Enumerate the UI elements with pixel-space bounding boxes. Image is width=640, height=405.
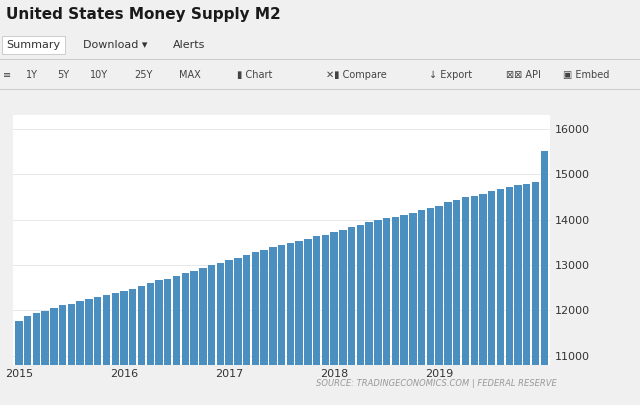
Bar <box>156 280 163 405</box>
Bar <box>182 273 189 405</box>
Bar <box>409 213 417 405</box>
Bar <box>33 313 40 405</box>
Text: 1Y: 1Y <box>26 70 38 80</box>
Bar <box>418 211 426 405</box>
Bar <box>427 208 434 405</box>
Bar <box>77 301 84 405</box>
Bar <box>164 279 172 405</box>
Bar <box>260 249 268 405</box>
Bar <box>479 194 486 405</box>
Bar <box>541 151 548 405</box>
Bar <box>24 316 31 405</box>
Bar <box>269 247 276 405</box>
Bar <box>515 185 522 405</box>
Text: Alerts: Alerts <box>173 40 205 50</box>
Bar <box>304 239 312 405</box>
Bar <box>173 276 180 405</box>
Bar <box>461 197 469 405</box>
Bar <box>225 260 233 405</box>
Bar <box>216 263 224 405</box>
Bar <box>401 215 408 405</box>
Bar <box>138 286 145 405</box>
Bar <box>392 217 399 405</box>
Bar <box>278 245 285 405</box>
Bar <box>488 192 495 405</box>
Text: MAX: MAX <box>179 70 201 80</box>
Bar <box>234 258 241 405</box>
Bar <box>506 187 513 405</box>
Text: United States Money Supply M2: United States Money Supply M2 <box>6 8 281 23</box>
Text: 5Y: 5Y <box>58 70 70 80</box>
Bar <box>208 265 215 405</box>
Bar <box>287 243 294 405</box>
Bar <box>532 182 540 405</box>
Bar <box>120 291 128 405</box>
Text: ▣ Embed: ▣ Embed <box>563 70 609 80</box>
Bar <box>85 299 93 405</box>
Bar <box>94 297 102 405</box>
Bar <box>313 237 321 405</box>
Bar <box>15 321 22 405</box>
Bar <box>199 268 207 405</box>
Bar <box>42 311 49 405</box>
Text: Download ▾: Download ▾ <box>83 40 148 50</box>
Text: SOURCE: TRADINGECONOMICS.COM | FEDERAL RESERVE: SOURCE: TRADINGECONOMICS.COM | FEDERAL R… <box>316 379 557 388</box>
Bar <box>59 305 67 405</box>
Bar <box>50 308 58 405</box>
Bar <box>322 234 329 405</box>
Bar <box>348 227 355 405</box>
Text: ✕▮ Compare: ✕▮ Compare <box>326 70 387 80</box>
Bar <box>190 271 198 405</box>
Text: Summary: Summary <box>6 40 61 50</box>
Bar <box>68 304 75 405</box>
Text: ⊠⊠ API: ⊠⊠ API <box>506 70 540 80</box>
Bar <box>453 200 460 405</box>
Text: ↓ Export: ↓ Export <box>429 70 472 80</box>
Bar <box>435 206 443 405</box>
Bar <box>444 202 452 405</box>
Bar <box>103 294 110 405</box>
Bar <box>243 256 250 405</box>
Bar <box>470 196 478 405</box>
Bar <box>111 293 119 405</box>
Bar <box>356 224 364 405</box>
Text: 10Y: 10Y <box>90 70 108 80</box>
Bar <box>147 283 154 405</box>
Text: ▮ Chart: ▮ Chart <box>237 70 272 80</box>
Bar <box>365 222 373 405</box>
Bar <box>296 241 303 405</box>
Bar <box>330 232 338 405</box>
Bar <box>523 183 531 405</box>
Bar <box>129 289 136 405</box>
Text: ≡: ≡ <box>3 70 12 80</box>
Bar <box>383 218 390 405</box>
Bar <box>252 252 259 405</box>
Bar <box>497 189 504 405</box>
Bar <box>374 220 381 405</box>
Text: 25Y: 25Y <box>134 70 153 80</box>
Bar <box>339 230 347 405</box>
